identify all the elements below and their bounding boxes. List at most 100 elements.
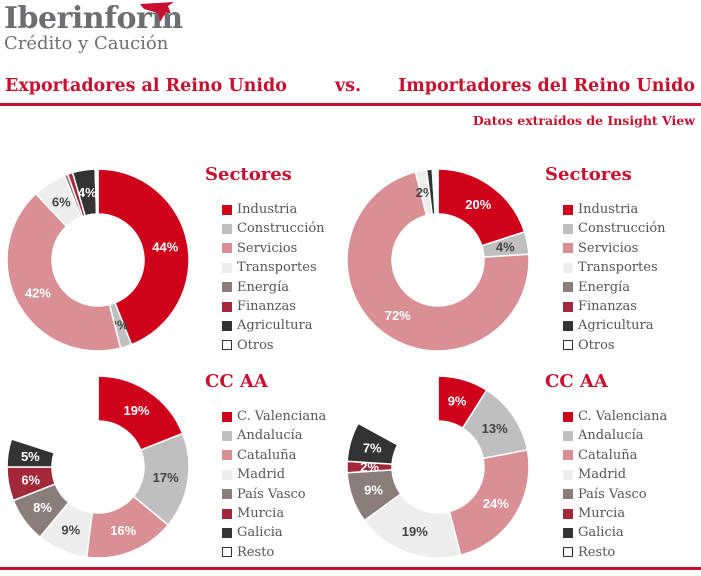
legend-label: Madrid <box>578 467 627 483</box>
source-note: Datos extraídos de Insight View <box>472 113 695 128</box>
slice-data-label: 19% <box>123 403 149 418</box>
legend-item: Murcia <box>222 504 326 523</box>
legend-item: Galicia <box>222 523 326 542</box>
legend-swatch <box>563 528 573 539</box>
legend-label: Andalucía <box>578 428 644 444</box>
legend-label: Transportes <box>237 260 317 276</box>
legend-item: Galicia <box>563 523 667 542</box>
legend-item: Transportes <box>563 258 666 277</box>
slice-data-label: 20% <box>465 197 491 212</box>
donut-slice <box>357 375 439 446</box>
legend-swatch <box>222 528 232 539</box>
legend-swatch <box>563 301 573 312</box>
legend-item: Cataluña <box>222 446 326 465</box>
importers-sectors-legend: Industria Construcción Servicios Transporte… <box>563 200 666 355</box>
legend-label: Galicia <box>237 525 283 541</box>
legend-swatch <box>563 321 573 332</box>
legend-swatch <box>563 489 573 500</box>
legend-label: Industria <box>237 202 298 217</box>
legend-item: Construcción <box>563 219 666 238</box>
legend-label: País Vasco <box>578 486 647 502</box>
legend-item: Construcción <box>222 219 325 238</box>
legend-swatch <box>222 321 232 332</box>
legend-label: Cataluña <box>578 447 638 463</box>
legend-item: Transportes <box>222 258 325 277</box>
legend-swatch <box>222 431 232 442</box>
legend-label: Agricultura <box>237 318 313 334</box>
legend-swatch <box>222 469 232 480</box>
legend-label: Galicia <box>578 525 624 541</box>
legend-swatch <box>222 450 232 461</box>
legend-label: Andalucía <box>237 428 303 444</box>
legend-item: C. Valenciana <box>563 407 667 426</box>
legend-swatch <box>563 340 573 351</box>
legend-item: Energía <box>563 278 666 297</box>
donut-slice <box>431 168 439 215</box>
slice-data-label: 72% <box>385 308 411 323</box>
legend-label: Servicios <box>578 240 639 256</box>
exporters-sectors-title: Sectores <box>205 164 292 185</box>
exporters-title: Exportadores al Reino Unido <box>5 76 287 96</box>
exporters-regions-title: CC AA <box>205 371 268 392</box>
legend-swatch <box>222 243 232 254</box>
legend-swatch <box>222 340 232 351</box>
donut-slice <box>346 170 530 352</box>
legend-item: Madrid <box>563 465 667 484</box>
legend-label: Servicios <box>237 240 298 256</box>
legend-label: Transportes <box>578 260 658 276</box>
legend-label: Finanzas <box>237 298 296 314</box>
legend-swatch <box>563 431 573 442</box>
slice-data-label: 7% <box>363 440 382 455</box>
legend-label: Agricultura <box>578 318 654 334</box>
legend-swatch <box>563 508 573 519</box>
legend-item: C. Valenciana <box>222 407 326 426</box>
legend-item: Industria <box>563 200 666 219</box>
legend-item: Resto <box>222 543 326 562</box>
slice-data-label: 24% <box>483 496 509 511</box>
legend-label: Murcia <box>237 505 285 521</box>
legend-swatch <box>563 469 573 480</box>
legend-swatch <box>563 204 573 215</box>
slice-data-label: 4% <box>496 240 515 255</box>
slice-data-label: 16% <box>110 523 136 538</box>
legend-swatch <box>222 411 232 422</box>
slice-data-label: 42% <box>25 286 51 301</box>
legend-item: Industria <box>222 200 325 219</box>
slice-data-label: 19% <box>402 524 428 539</box>
legend-swatch <box>222 301 232 312</box>
legend-item: Servicios <box>563 239 666 258</box>
legend-label: Resto <box>237 544 275 560</box>
legend-swatch <box>563 547 573 558</box>
legend-swatch <box>563 411 573 422</box>
header-divider <box>0 103 701 106</box>
legend-swatch <box>222 224 232 235</box>
legend-item: Finanzas <box>222 297 325 316</box>
footer-divider <box>0 567 701 570</box>
legend-swatch <box>563 450 573 461</box>
versus-label: vs. <box>335 76 362 96</box>
legend-swatch <box>563 243 573 254</box>
importers-regions-donut: 9% 13% 24% 19% 9% 2% 7% <box>343 372 533 562</box>
importers-regions-legend: C. Valenciana Andalucía Cataluña Madrid País… <box>563 407 667 562</box>
legend-label: Energía <box>578 279 630 295</box>
legend-label: País Vasco <box>237 486 306 502</box>
legend-label: Resto <box>578 544 616 560</box>
slice-data-label: 17% <box>153 470 179 485</box>
donut-slice <box>6 192 122 352</box>
donut-slice <box>97 168 190 346</box>
donut-slice <box>94 168 99 215</box>
exporters-regions-legend: C. Valenciana Andalucía Cataluña Madrid País… <box>222 407 326 562</box>
legend-item: Finanzas <box>563 297 666 316</box>
legend-swatch <box>222 489 232 500</box>
slice-data-label: 6% <box>21 472 40 487</box>
legend-swatch <box>563 262 573 273</box>
legend-swatch <box>563 224 573 235</box>
legend-item: País Vasco <box>563 485 667 504</box>
slice-data-label: 4% <box>78 185 97 200</box>
donut-slice <box>448 449 530 557</box>
slice-data-label: 13% <box>482 421 508 436</box>
exporters-regions-donut: 19% 17% 16% 9% 8% 6% 5% <box>3 372 193 562</box>
legend-swatch <box>563 282 573 293</box>
exporters-sectors-donut: 44% 2% 42% 6% 4% <box>3 165 193 355</box>
legend-label: Murcia <box>578 505 626 521</box>
